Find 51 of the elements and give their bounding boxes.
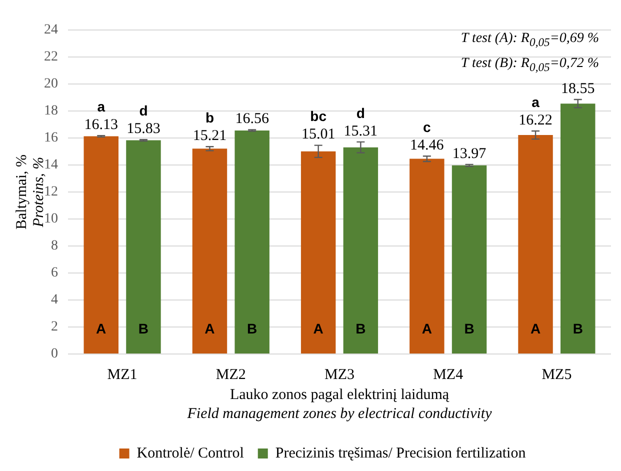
y-tick-label: 10 [44, 212, 58, 227]
annotation: A [96, 320, 106, 337]
data-label: 15.21 [192, 128, 227, 144]
y-tick-label: 0 [51, 346, 58, 362]
data-label: 16.22 [518, 112, 552, 128]
data-label: 18.55 [561, 80, 595, 97]
annotation: bc [310, 108, 327, 124]
annotation: B [572, 320, 583, 337]
y-tick-label: 16 [44, 130, 58, 146]
annotation: b [205, 110, 214, 126]
x-tick-label: MZ1 [107, 366, 138, 383]
annotation: B [464, 320, 474, 337]
data-label: 16.56 [235, 111, 270, 128]
y-tick-label: 14 [44, 158, 58, 173]
data-label: 15.01 [301, 126, 336, 143]
y-tick-label: 12 [44, 184, 58, 200]
y-tick-label: 8 [51, 238, 58, 254]
annotation: B [138, 320, 149, 337]
annotation: T test (B): R$_{0,05}$=0,72 % [460, 54, 599, 76]
y-tick-label: 2 [51, 320, 58, 335]
y-tick-label: 22 [44, 50, 58, 65]
data-label: 15.83 [126, 121, 160, 138]
data-label: 13.97 [452, 146, 487, 162]
y-tick-label: 18 [44, 104, 58, 119]
annotation: B [247, 320, 258, 337]
x-tick-label: MZ2 [216, 366, 246, 383]
annotation: T test (A): R$_{0,05}$=0,69 % [460, 30, 599, 51]
data-label: 16.13 [84, 117, 118, 134]
annotation: A [204, 320, 215, 337]
annotation: a [97, 98, 106, 114]
y-axis-title: Baltymai, % Proteins, % [14, 154, 47, 230]
data-label: 15.31 [344, 123, 378, 140]
annotation: c [423, 118, 432, 135]
annotation: d [356, 104, 365, 121]
x-tick-label: MZ5 [542, 366, 572, 383]
legend-label: Kontrolė/ Control [136, 445, 244, 462]
legend-label: Precizinis tręšimas/ Precision fertilization [275, 445, 526, 462]
annotation: A [422, 320, 432, 337]
annotation: a [532, 94, 540, 110]
annotation: A [530, 320, 541, 337]
x-tick-label: MZ3 [324, 366, 354, 383]
y-tick-label: 24 [44, 22, 58, 38]
x-axis-title: Lauko zonos pagal elektrinį laidumą Field management zones by electrical conductivity [186, 386, 492, 422]
y-tick-label: 6 [51, 266, 58, 281]
annotation: d [139, 102, 148, 118]
y-tick-label: 20 [44, 76, 58, 92]
annotation: B [356, 320, 366, 337]
annotation: A [313, 320, 324, 337]
y-tick-label: 4 [51, 292, 58, 308]
data-label: 14.46 [410, 138, 444, 154]
x-tick-label: MZ4 [433, 366, 464, 383]
